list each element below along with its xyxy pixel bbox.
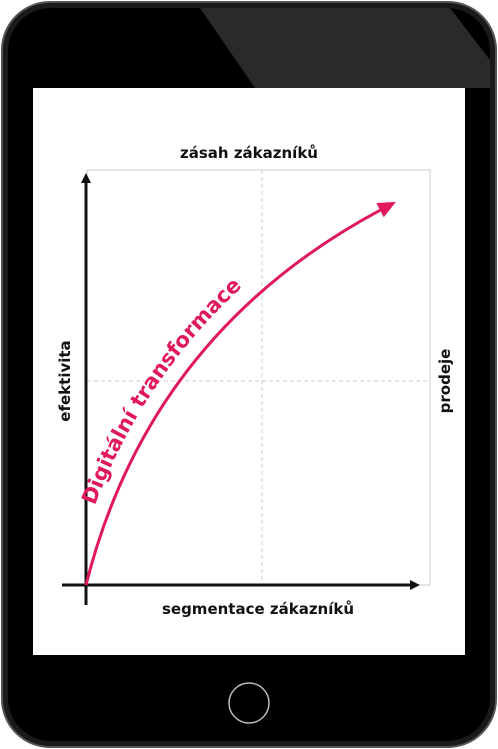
top-label: zásah zákazníků bbox=[180, 144, 318, 162]
tablet-diagram: Digitální transformace zásah zákazníků s… bbox=[0, 0, 498, 749]
left-label: efektivita bbox=[56, 340, 74, 421]
bottom-label: segmentace zákazníků bbox=[162, 600, 354, 618]
page: Digitální transformace zásah zákazníků s… bbox=[0, 0, 498, 749]
right-label: prodeje bbox=[436, 349, 454, 414]
screen bbox=[33, 88, 465, 655]
